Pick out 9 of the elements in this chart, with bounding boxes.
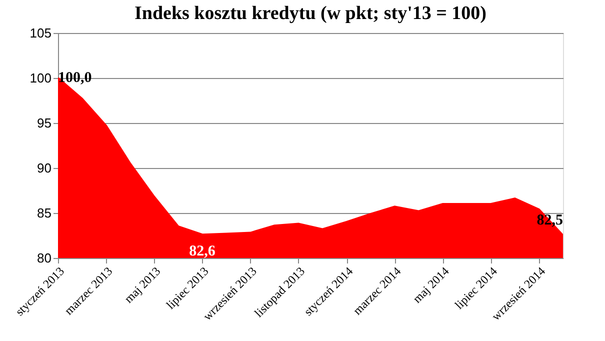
y-tick-label: 80 [37,250,52,266]
y-tick-label: 85 [37,206,52,220]
chart-title: Indeks kosztu kredytu (w pkt; sty'13 = 100) [134,3,487,24]
y-tick-label: 90 [37,160,52,176]
y-tick-label: 105 [30,26,52,40]
y-tick-label: 95 [37,116,52,130]
y-tick-label: 100 [30,70,52,86]
data-label: 82,6 [189,244,216,260]
data-label: 100,0 [58,70,92,86]
